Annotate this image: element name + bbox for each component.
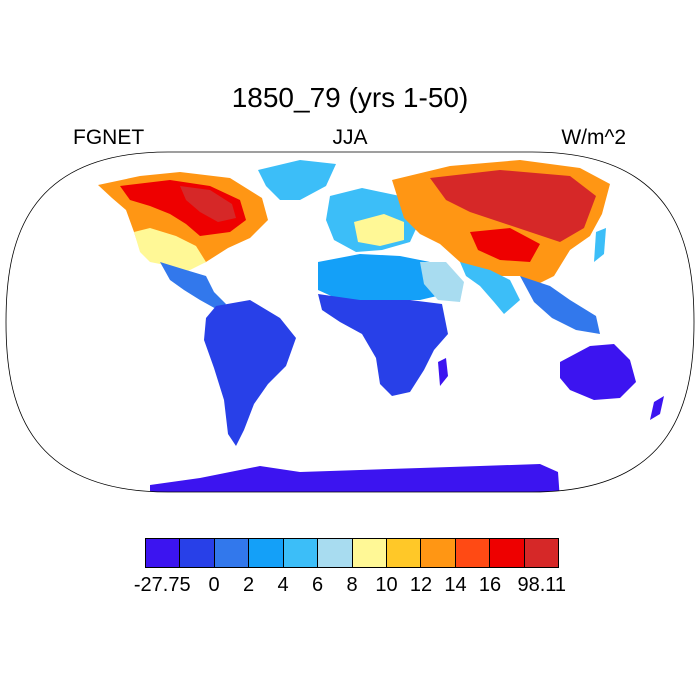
colorbar-label: 14 xyxy=(444,574,467,596)
colorbar-label: -27.75 xyxy=(133,574,191,596)
europe-warm xyxy=(354,214,404,246)
na-warm-south xyxy=(134,228,206,272)
na-dark-core xyxy=(180,186,236,222)
colorbar-swatch xyxy=(386,539,422,567)
colorbar-swatch xyxy=(318,539,353,567)
africa xyxy=(318,294,448,396)
greenland xyxy=(258,160,336,200)
japan xyxy=(594,228,606,262)
tibet-hot xyxy=(470,228,540,262)
colorbar-swatch xyxy=(524,539,559,567)
central-america xyxy=(160,262,226,310)
madagascar xyxy=(438,358,448,386)
colorbar-swatch xyxy=(490,539,525,567)
colorbar-swatch xyxy=(180,539,215,567)
colorbar-swatch xyxy=(214,539,250,567)
colorbar-swatch xyxy=(352,539,387,567)
colorbar-swatch xyxy=(249,539,284,567)
south-asia xyxy=(460,262,520,314)
se-asia xyxy=(520,276,600,334)
south-america xyxy=(204,300,296,446)
colorbar-label: 10 xyxy=(375,574,398,596)
colorbar-label: 6 xyxy=(311,574,324,596)
siberia-hot xyxy=(430,170,596,242)
new-zealand xyxy=(650,396,664,420)
dataset-label: FGNET xyxy=(73,126,145,149)
colorbar-label: 16 xyxy=(478,574,502,596)
colorbar xyxy=(145,538,559,568)
colorbar-labels: -27.75 0 2 4 6 8 10 12 14 16 98.11 xyxy=(0,574,700,600)
colorbar-label: 98.11 xyxy=(517,574,567,596)
antarctica xyxy=(150,464,560,492)
colorbar-swatch xyxy=(146,539,181,567)
colorbar-swatch xyxy=(455,539,491,567)
north-africa xyxy=(318,254,454,300)
colorbar-label: 8 xyxy=(346,574,358,596)
map-title: 1850_79 (yrs 1-50) xyxy=(231,82,469,113)
arabia xyxy=(420,262,464,302)
colorbar-label: 0 xyxy=(208,574,220,596)
globe-outline xyxy=(5,151,695,493)
colorbar-swatch xyxy=(283,539,319,567)
map-content xyxy=(98,160,664,492)
season-label: JJA xyxy=(332,126,368,149)
colorbar-label: 4 xyxy=(277,574,289,596)
colorbar-swatch xyxy=(421,539,456,567)
australia xyxy=(560,344,636,400)
colorbar-label: 12 xyxy=(409,574,433,596)
colorbar-label: 2 xyxy=(242,574,255,596)
units-label: W/m^2 xyxy=(561,126,626,149)
